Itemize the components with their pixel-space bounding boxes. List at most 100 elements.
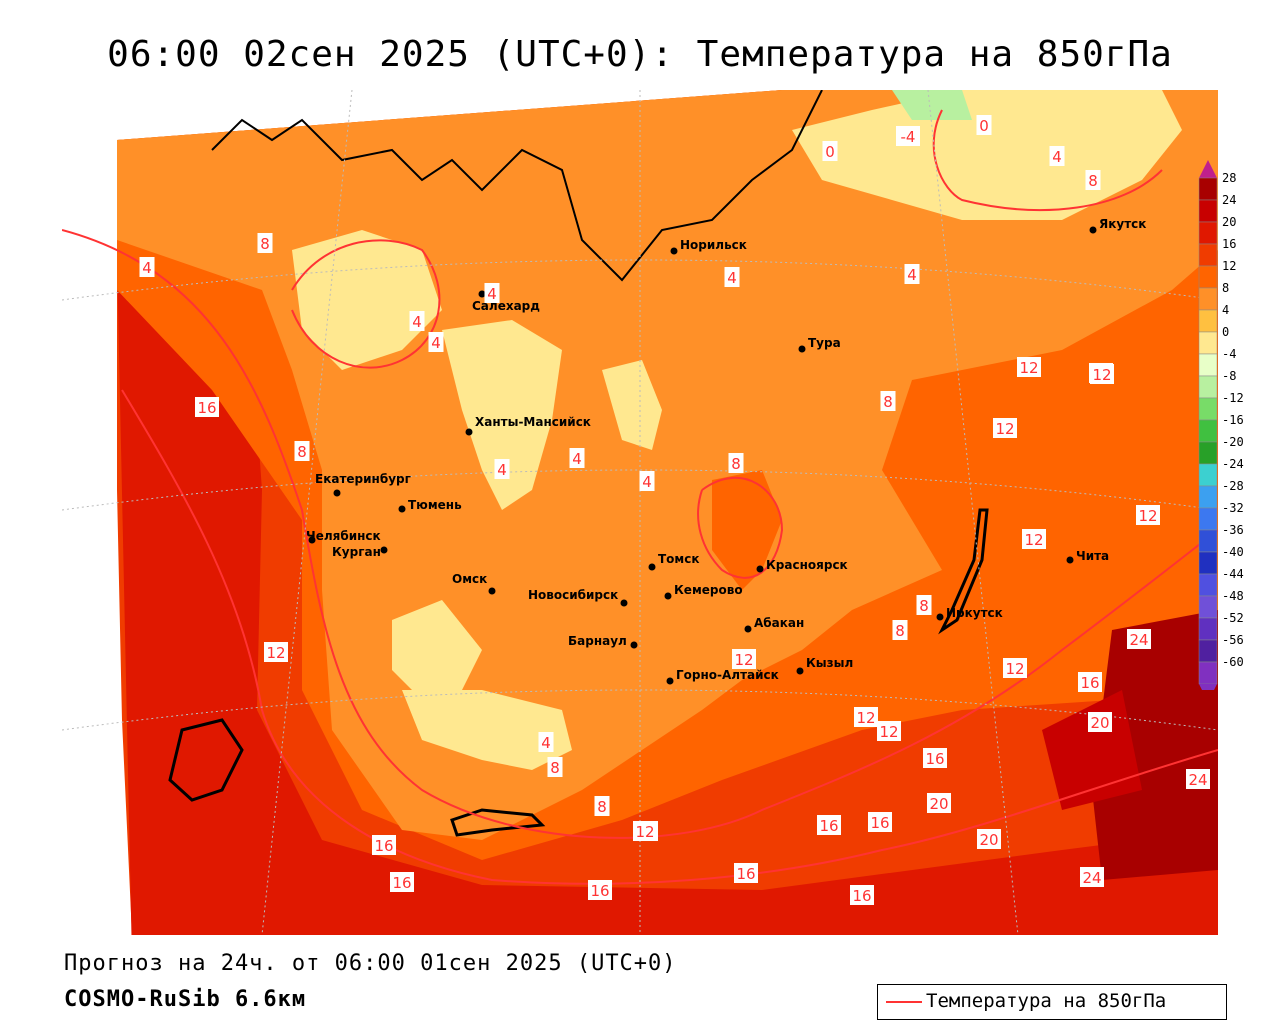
contour-label-bg <box>896 126 920 146</box>
contour-label-bg <box>817 815 841 835</box>
contour-label-bg <box>428 332 444 352</box>
contour-label-bg <box>728 453 744 473</box>
contour-label: 8 <box>1088 172 1098 190</box>
colorbar-tick-label: 24 <box>1222 193 1237 207</box>
contour-label-bg <box>484 283 500 303</box>
city-marker <box>796 667 804 675</box>
contour-label-bg <box>868 812 892 832</box>
contour-label: 4 <box>431 334 441 352</box>
city-marker <box>936 613 944 621</box>
contour-label-bg <box>1088 712 1112 732</box>
colorbar-tick-label: -56 <box>1222 633 1244 647</box>
colorbar-tick-label: -20 <box>1222 435 1244 449</box>
colorbar-tick-label: -8 <box>1222 369 1237 383</box>
contour-label: 4 <box>142 259 152 277</box>
colorbar-tick-label: -24 <box>1222 457 1244 471</box>
city-marker <box>1089 226 1097 234</box>
contour-label: 16 <box>392 874 411 892</box>
colorbar-swatch <box>1198 199 1218 223</box>
city-marker <box>798 345 806 353</box>
city-label: Ханты-Мансийск <box>475 415 591 429</box>
contour-label: 4 <box>642 473 652 491</box>
contour-label: 8 <box>895 622 905 640</box>
contour-label-bg <box>880 391 896 411</box>
colorbar-swatch <box>1198 375 1218 399</box>
colorbar-tick-label: -12 <box>1222 391 1244 405</box>
city-label: Тура <box>808 336 841 350</box>
contour-label-bg <box>977 829 1001 849</box>
colorbar-swatch <box>1198 331 1218 355</box>
city-marker <box>333 489 341 497</box>
contour-label: 4 <box>412 313 422 331</box>
contour-label: 12 <box>734 651 753 669</box>
city-marker <box>478 290 486 298</box>
city-marker <box>744 625 752 633</box>
colorbar-swatch <box>1198 661 1218 685</box>
city-label: Томск <box>658 552 700 566</box>
legend-label: Температура на 850гПа <box>926 990 1167 1012</box>
map-title: 06:00 02сен 2025 (UTC+0): Температура на… <box>107 34 1173 75</box>
contour-label-bg <box>904 264 920 284</box>
contour-label-bg <box>854 707 878 727</box>
contour-label: 16 <box>590 882 609 900</box>
city-marker <box>380 546 388 554</box>
contour-label-bg <box>633 821 657 841</box>
contour-label-bg <box>1049 146 1065 166</box>
contour-label-bg <box>1003 658 1027 678</box>
colorbar <box>1198 160 1218 690</box>
contour-label-bg <box>639 471 655 491</box>
contour-label: 12 <box>266 644 285 662</box>
city-marker <box>670 247 678 255</box>
city-marker <box>630 641 638 649</box>
colorbar-swatch <box>1198 243 1218 267</box>
contour-label: 4 <box>487 285 497 303</box>
colorbar-tick-label: -40 <box>1222 545 1244 559</box>
city-label: Якутск <box>1099 217 1146 231</box>
colorbar-tick-label: 8 <box>1222 281 1230 295</box>
contour-label: 20 <box>929 795 948 813</box>
colorbar-tick-label: -44 <box>1222 567 1244 581</box>
contour-label: 4 <box>727 269 737 287</box>
colorbar-swatch <box>1198 221 1218 245</box>
contour-label: 4 <box>1052 148 1062 166</box>
legend: Температура на 850гПа <box>877 984 1227 1020</box>
city-marker <box>398 505 406 513</box>
contour-label: -4 <box>901 128 916 146</box>
temperature-map: Салехард Норильск Якутск Тура Ханты-Мансийск… <box>62 90 1218 935</box>
colorbar-tick-label: -36 <box>1222 523 1244 537</box>
colorbar-tick-label: 0 <box>1222 325 1230 339</box>
contour-label: 16 <box>925 750 944 768</box>
colorbar-tick-label: 16 <box>1222 237 1237 251</box>
city-label: Кемерово <box>674 583 743 597</box>
colorbar-swatch <box>1198 485 1218 509</box>
contour-label-bg <box>1078 672 1102 692</box>
contour-label-bg <box>1127 629 1151 649</box>
contour-label: 8 <box>260 235 270 253</box>
contour-label-bg <box>372 835 396 855</box>
colorbar-swatch <box>1198 309 1218 333</box>
city-label: Курган <box>332 545 381 559</box>
contour-label-bg <box>877 721 901 741</box>
legend-line-swatch <box>886 1001 922 1003</box>
colorbar-swatch <box>1198 353 1218 377</box>
contour-label-bg <box>1017 357 1041 377</box>
contour-label: 12 <box>1138 507 1157 525</box>
colorbar-tick-label: 12 <box>1222 259 1237 273</box>
model-name: COSMO-RuSib 6.6км <box>64 987 307 1012</box>
city-label: Чита <box>1076 549 1109 563</box>
city-label: Горно-Алтайск <box>676 668 779 682</box>
contour-label: 12 <box>879 723 898 741</box>
city-label: Барнаул <box>568 634 627 648</box>
contour-label: 16 <box>819 817 838 835</box>
colorbar-tick-label: -4 <box>1222 347 1237 361</box>
city-marker <box>664 592 672 600</box>
colorbar-tick-label: -28 <box>1222 479 1244 493</box>
contour-label: 20 <box>1090 714 1109 732</box>
colorbar-tick-label: -16 <box>1222 413 1244 427</box>
contour-label: 4 <box>907 266 917 284</box>
contour-label-bg <box>892 620 908 640</box>
contour-label: 8 <box>597 798 607 816</box>
colorbar-tick-label: 20 <box>1222 215 1237 229</box>
colorbar-swatch <box>1198 507 1218 531</box>
contour-label: 16 <box>736 865 755 883</box>
